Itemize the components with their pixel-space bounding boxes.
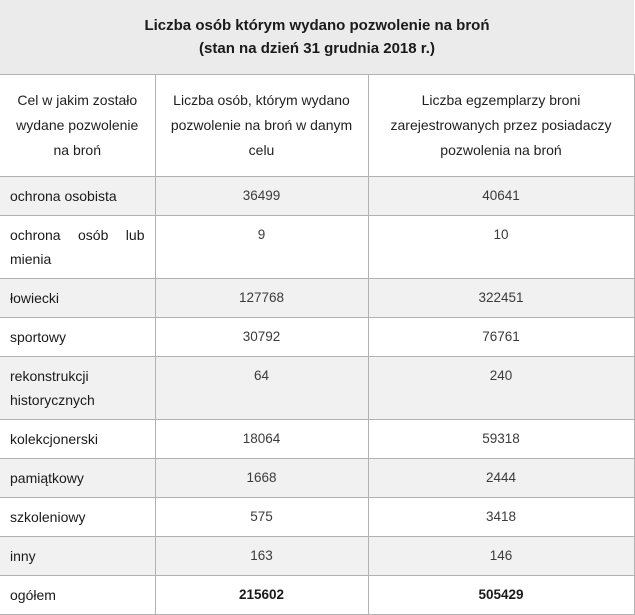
cell-weapons-count: 59318 — [367, 419, 635, 459]
cell-total-weapons: 505429 — [367, 575, 635, 615]
cell-purpose: łowiecki — [0, 278, 156, 318]
table-row: ochrona osób lub mienia 9 10 — [0, 215, 635, 279]
column-header-purpose: Cel w jakim zostało wydane pozwolenie na… — [0, 74, 156, 177]
cell-persons-count: 36499 — [154, 176, 369, 216]
cell-purpose: ochrona osobista — [0, 176, 156, 216]
table-row: szkoleniowy 575 3418 — [0, 497, 635, 537]
cell-weapons-count: 40641 — [367, 176, 635, 216]
column-header-persons-count: Liczba osób, którym wydano pozwolenie na… — [154, 74, 369, 177]
cell-persons-count: 127768 — [154, 278, 369, 318]
cell-persons-count: 163 — [154, 536, 369, 576]
cell-persons-count: 64 — [154, 356, 369, 420]
cell-purpose: rekonstrukcji historycznych — [0, 356, 156, 420]
cell-purpose: ochrona osób lub mienia — [0, 215, 156, 279]
table-row: kolekcjonerski 18064 59318 — [0, 419, 635, 459]
permits-table: Cel w jakim zostało wydane pozwolenie na… — [0, 74, 635, 615]
cell-total-label: ogółem — [0, 575, 156, 615]
cell-weapons-count: 10 — [367, 215, 635, 279]
cell-weapons-count: 3418 — [367, 497, 635, 537]
cell-persons-count: 30792 — [154, 317, 369, 357]
table-total-row: ogółem 215602 505429 — [0, 575, 635, 615]
cell-total-persons: 215602 — [154, 575, 369, 615]
table-body: ochrona osobista 36499 40641 ochrona osó… — [0, 176, 635, 615]
cell-persons-count: 1668 — [154, 458, 369, 498]
table-row: inny 163 146 — [0, 536, 635, 576]
cell-weapons-count: 76761 — [367, 317, 635, 357]
cell-persons-count: 575 — [154, 497, 369, 537]
cell-weapons-count: 240 — [367, 356, 635, 420]
cell-weapons-count: 146 — [367, 536, 635, 576]
table-title-line1: Liczba osób którym wydano pozwolenie na … — [144, 17, 490, 34]
table-row: ochrona osobista 36499 40641 — [0, 176, 635, 216]
table-header: Cel w jakim zostało wydane pozwolenie na… — [0, 74, 635, 177]
cell-weapons-count: 2444 — [367, 458, 635, 498]
cell-persons-count: 9 — [154, 215, 369, 279]
table-row: pamiątkowy 1668 2444 — [0, 458, 635, 498]
table-title-line2: (stan na dzień 31 grudnia 2018 r.) — [199, 40, 435, 57]
cell-purpose: sportowy — [0, 317, 156, 357]
cell-weapons-count: 322451 — [367, 278, 635, 318]
table-row: rekonstrukcji historycznych 64 240 — [0, 356, 635, 420]
cell-purpose: inny — [0, 536, 156, 576]
table-title: Liczba osób którym wydano pozwolenie na … — [0, 0, 634, 74]
table-row: łowiecki 127768 322451 — [0, 278, 635, 318]
cell-purpose: kolekcjonerski — [0, 419, 156, 459]
column-header-weapons-count: Liczba egzemplarzy broni zarejestrowanyc… — [367, 74, 635, 177]
table-header-row: Cel w jakim zostało wydane pozwolenie na… — [0, 74, 635, 177]
cell-persons-count: 18064 — [154, 419, 369, 459]
cell-purpose: pamiątkowy — [0, 458, 156, 498]
table-row: sportowy 30792 76761 — [0, 317, 635, 357]
cell-purpose: szkoleniowy — [0, 497, 156, 537]
